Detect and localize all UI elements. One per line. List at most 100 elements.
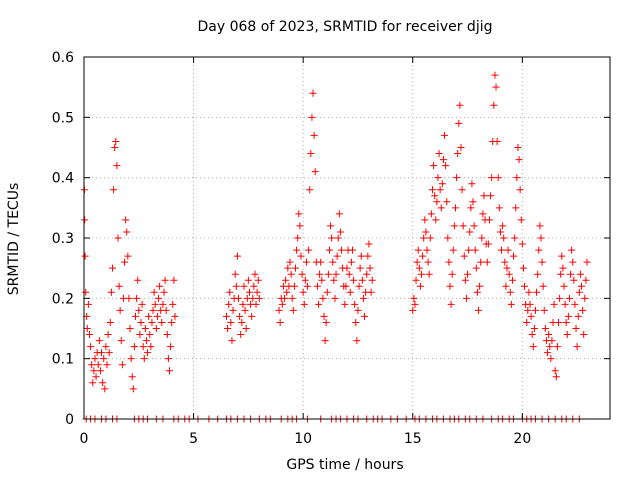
data-point (146, 331, 154, 339)
data-point (121, 258, 129, 266)
y-tick-label: 0.5 (52, 110, 74, 126)
data-point (101, 385, 109, 393)
data-point (553, 343, 561, 351)
data-point (140, 355, 148, 363)
data-point (525, 288, 533, 296)
data-point (447, 300, 455, 308)
data-point (301, 276, 309, 284)
data-point (416, 282, 424, 290)
data-point (228, 337, 236, 345)
data-point (505, 270, 513, 278)
data-point (413, 258, 421, 266)
data-point (536, 222, 544, 230)
data-point (153, 312, 161, 320)
data-point (355, 282, 363, 290)
data-point (461, 276, 469, 284)
data-point (334, 234, 342, 242)
data-point (559, 264, 567, 272)
data-point (444, 234, 452, 242)
data-point (422, 228, 430, 236)
data-point (224, 325, 232, 332)
data-point (354, 306, 362, 314)
data-point (537, 234, 545, 242)
data-point (454, 150, 462, 158)
data-point (493, 137, 501, 145)
data-point (114, 234, 122, 242)
data-point (507, 300, 515, 308)
data-point (356, 264, 364, 272)
data-point (475, 306, 482, 314)
data-point (517, 216, 525, 224)
data-point (250, 282, 258, 290)
data-point (136, 331, 144, 339)
data-point (412, 276, 420, 284)
data-point (225, 300, 233, 308)
data-point (161, 276, 169, 284)
data-point (526, 300, 534, 308)
data-point (563, 331, 571, 339)
data-point (164, 355, 172, 363)
data-point (511, 234, 519, 242)
data-point (483, 258, 491, 266)
data-point (458, 186, 466, 194)
data-point (350, 276, 358, 284)
data-point (569, 258, 577, 266)
data-point (504, 246, 512, 254)
data-point (554, 318, 562, 326)
data-point (539, 282, 547, 290)
data-point (293, 246, 301, 254)
data-point (141, 325, 149, 332)
data-point (434, 174, 442, 182)
data-point (534, 270, 542, 278)
data-point (135, 306, 143, 314)
data-point (529, 343, 537, 351)
data-point (329, 258, 337, 266)
data-point (107, 288, 115, 296)
data-point (294, 234, 302, 242)
data-point (445, 258, 453, 266)
data-point (278, 300, 286, 308)
data-point (98, 349, 106, 357)
data-point (132, 312, 140, 320)
data-point (310, 131, 318, 139)
data-point (342, 282, 350, 290)
data-point (81, 216, 89, 224)
y-tick-label: 0.3 (52, 231, 74, 247)
y-tick-label: 0.6 (52, 50, 74, 66)
data-point (567, 270, 575, 278)
data-point (104, 331, 112, 339)
data-point (364, 252, 372, 260)
data-point (580, 331, 588, 339)
data-point (155, 294, 163, 302)
data-point (232, 282, 240, 290)
data-point (162, 306, 170, 314)
data-point (134, 276, 142, 284)
data-point (573, 343, 581, 351)
data-point (281, 294, 289, 302)
data-point (118, 361, 126, 369)
data-point (96, 367, 104, 375)
data-point (282, 276, 290, 284)
data-point (466, 228, 474, 236)
data-point (137, 318, 145, 326)
data-point (152, 325, 160, 332)
data-point (295, 210, 303, 218)
data-point (425, 270, 433, 278)
x-axis-label: GPS time / hours (286, 457, 403, 473)
data-point (415, 264, 423, 272)
data-point (106, 318, 114, 326)
data-point (368, 276, 376, 284)
data-point (133, 294, 141, 302)
data-point (345, 270, 353, 278)
data-point (488, 174, 496, 182)
data-point (530, 325, 538, 332)
data-point (508, 276, 516, 284)
data-point (510, 252, 518, 260)
data-point (91, 355, 99, 363)
data-point (449, 246, 457, 254)
data-point (324, 270, 332, 278)
data-point (336, 228, 344, 236)
data-point (322, 318, 330, 326)
data-point (487, 192, 495, 200)
data-point (236, 312, 244, 320)
